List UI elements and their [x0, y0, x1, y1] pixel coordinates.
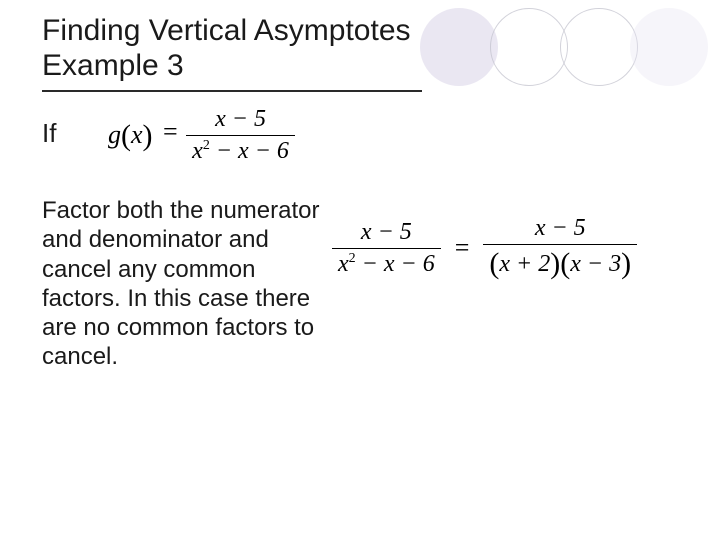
circle-icon [490, 8, 568, 86]
circle-icon [420, 8, 498, 86]
fraction-right: x − 5 (x + 2)(x − 3) [483, 215, 637, 281]
fraction-left: x − 5 x2 − x − 6 [332, 219, 441, 278]
numerator: x − 5 [215, 106, 266, 132]
right-denominator: (x + 2)(x − 3) [483, 245, 637, 281]
func-name: g [108, 120, 121, 149]
function-lhs: g(x) [108, 120, 159, 149]
right-numerator: x − 5 [535, 215, 586, 241]
slide-title: Finding Vertical Asymptotes Example 3 [42, 14, 411, 83]
circle-icon [630, 8, 708, 86]
decorative-circles [428, 8, 708, 86]
equals-sign: = [159, 117, 182, 146]
title-underline [42, 90, 422, 92]
description-text: Factor both the numerator and denominato… [42, 196, 332, 372]
title-line-1: Finding Vertical Asymptotes [42, 14, 411, 49]
factor-1: x + 2 [499, 251, 550, 277]
left-denominator: x2 − x − 6 [338, 251, 435, 277]
circle-icon [560, 8, 638, 86]
title-line-2: Example 3 [42, 49, 411, 84]
if-label: If [42, 118, 56, 149]
fraction: x − 5 x2 − x − 6 [186, 106, 295, 165]
left-numerator: x − 5 [361, 219, 412, 245]
factor-2: x − 3 [570, 251, 621, 277]
factoring-equation: x − 5 x2 − x − 6 = x − 5 (x + 2)(x − 3) [332, 215, 637, 281]
denominator: x2 − x − 6 [192, 138, 289, 164]
func-arg: x [131, 120, 143, 149]
function-definition-equation: g(x) = x − 5 x2 − x − 6 [108, 106, 295, 165]
equals-sign: = [451, 233, 474, 263]
